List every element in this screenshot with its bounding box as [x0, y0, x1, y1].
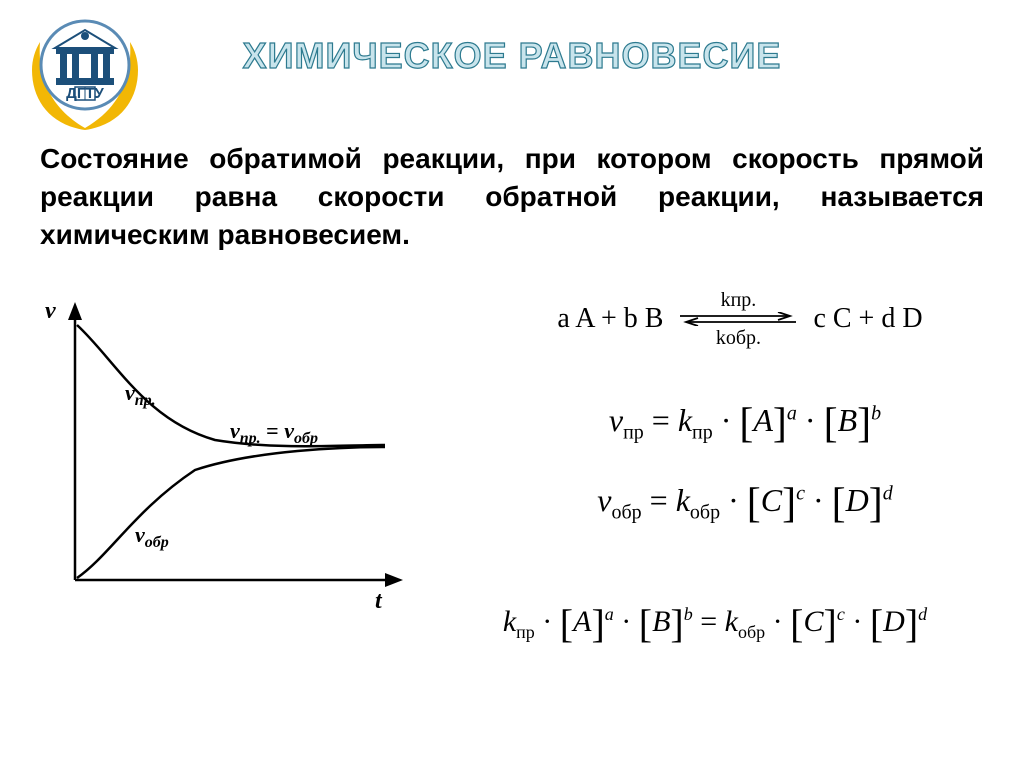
reaction-equation: a A + b B kпр. kобр. c C + d D: [490, 290, 990, 360]
rate-vs-time-diagram: v t vпр. vобр vпр. = vобр: [35, 300, 415, 620]
svg-text:vпр.: vпр.: [125, 380, 156, 409]
forward-rate-equation: vпр = kпр · [A]a · [B]b: [520, 400, 970, 448]
equilibrium-equation: kпр · [A]a · [B]b = kобр · [C]c · [D]d: [420, 600, 1010, 647]
svg-text:v: v: [45, 300, 56, 324]
page-title: ХИМИЧЕСКОЕ РАВНОВЕСИЕ: [0, 35, 1024, 77]
svg-text:t: t: [375, 588, 383, 614]
svg-text:vобр: vобр: [135, 522, 169, 551]
svg-text:vпр. = vобр: vпр. = vобр: [230, 418, 318, 447]
reverse-rate-equation: vобр = kобр · [C]c · [D]d: [520, 480, 970, 528]
definition-text: Состояние обратимой реакции, при котором…: [40, 140, 984, 253]
svg-text:ДГТУ: ДГТУ: [66, 85, 104, 102]
